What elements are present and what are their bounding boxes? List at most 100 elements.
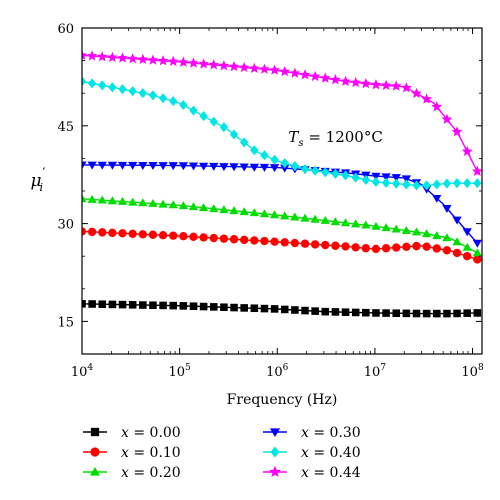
data-point <box>321 240 330 250</box>
data-point <box>177 56 189 67</box>
data-point <box>199 203 209 212</box>
data-point <box>118 84 127 95</box>
data-point <box>453 309 461 318</box>
data-point <box>82 49 88 60</box>
data-point <box>128 197 138 206</box>
data-point <box>97 161 107 170</box>
data-point <box>443 309 451 318</box>
data-point <box>179 99 188 111</box>
data-point <box>199 111 208 122</box>
legend-entry: x = 0.40 <box>263 445 361 461</box>
data-point <box>82 227 87 236</box>
data-point <box>341 242 350 251</box>
data-point <box>300 213 310 222</box>
data-point <box>270 237 279 246</box>
data-point <box>169 231 178 240</box>
data-point <box>473 309 482 317</box>
data-point <box>259 209 270 218</box>
data-point <box>412 309 421 318</box>
y-tick-label: 60 <box>57 22 74 37</box>
data-point <box>371 176 381 188</box>
data-point <box>127 53 139 64</box>
data-point <box>462 242 472 251</box>
data-point <box>229 235 239 244</box>
data-point <box>471 165 482 177</box>
data-point <box>229 163 239 172</box>
data-point <box>82 161 87 170</box>
data-point <box>291 306 299 314</box>
data-point <box>381 244 391 253</box>
data-point <box>138 230 148 239</box>
data-point <box>229 129 239 140</box>
data-point <box>128 86 137 97</box>
plot-area <box>82 28 482 354</box>
data-point <box>198 58 210 69</box>
data-point <box>128 301 137 309</box>
data-point <box>432 179 441 190</box>
data-point <box>421 93 433 104</box>
data-point <box>98 300 107 308</box>
data-point <box>452 248 462 258</box>
data-point <box>330 74 341 85</box>
data-point <box>371 221 381 230</box>
legend-label: x = 0.30 <box>301 425 361 441</box>
x-tick-label: 107 <box>364 363 387 380</box>
data-point <box>280 211 290 220</box>
series-line <box>82 164 478 244</box>
data-point <box>90 447 100 457</box>
data-point <box>239 137 249 148</box>
data-point <box>320 215 330 224</box>
data-point <box>238 61 250 73</box>
data-point <box>179 302 188 310</box>
data-point <box>402 242 411 252</box>
data-point <box>199 302 208 311</box>
data-point <box>331 241 340 250</box>
series-x0-10 <box>82 227 482 264</box>
data-point <box>167 55 179 67</box>
data-point <box>128 229 137 238</box>
data-point <box>269 164 280 173</box>
data-point <box>118 229 127 238</box>
data-point <box>96 51 108 62</box>
data-point <box>289 67 301 78</box>
data-point <box>219 234 229 243</box>
data-point <box>189 232 198 242</box>
data-point <box>269 428 281 438</box>
data-point <box>290 212 300 221</box>
data-point <box>98 228 107 237</box>
data-point <box>341 308 350 316</box>
data-point <box>188 162 199 171</box>
data-point <box>138 198 148 207</box>
data-point <box>472 248 482 257</box>
data-point <box>422 229 432 238</box>
data-point <box>279 65 291 77</box>
data-point <box>442 233 452 242</box>
data-point <box>98 80 107 91</box>
legend-entry: x = 0.30 <box>263 425 361 441</box>
legend-entry: x = 0.10 <box>83 445 181 461</box>
temperature-annotation: Ts = 1200°C <box>288 128 382 149</box>
data-point <box>310 165 320 176</box>
data-point <box>331 308 340 316</box>
data-point <box>107 161 118 170</box>
data-point <box>148 90 158 101</box>
data-point <box>432 194 442 203</box>
data-point <box>89 466 101 476</box>
legend-label: x = 0.00 <box>121 425 181 441</box>
data-point <box>117 196 128 205</box>
data-point <box>269 465 281 478</box>
y-axis-label: μ′ i <box>30 166 45 194</box>
data-point <box>400 82 412 93</box>
data-point <box>412 180 421 191</box>
data-point <box>148 162 158 171</box>
data-point <box>208 59 220 70</box>
data-point <box>88 300 96 308</box>
data-point <box>371 172 381 181</box>
data-point <box>87 194 97 203</box>
legend-entry: x = 0.00 <box>83 425 181 441</box>
data-point <box>331 168 340 179</box>
y-tick-label: 45 <box>57 120 74 135</box>
data-point <box>392 178 401 189</box>
data-point <box>381 223 391 232</box>
data-point <box>249 163 259 172</box>
